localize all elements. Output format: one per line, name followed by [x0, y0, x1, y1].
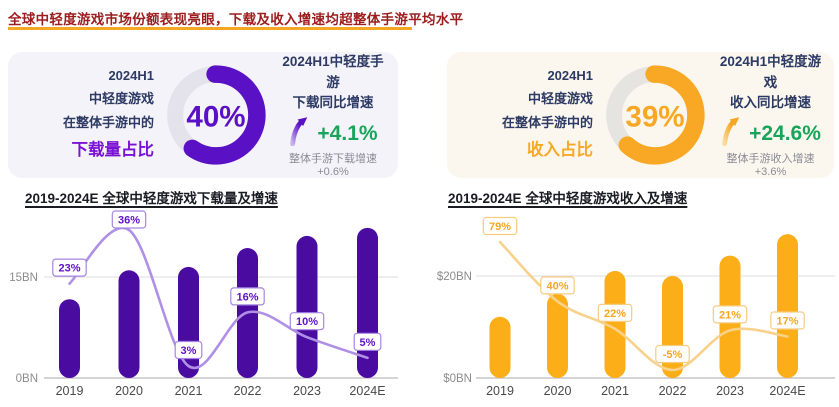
svg-text:39%: 39% — [625, 100, 684, 133]
revenue-growth-note: 整体手游收入增速+3.6% — [726, 153, 815, 179]
growth-label-box — [540, 276, 575, 295]
growth-label-box — [770, 311, 805, 330]
y-axis-tick: 0BN — [16, 373, 38, 385]
downloads-growth-value: +4.1% — [317, 122, 378, 146]
growth-label-box — [230, 287, 265, 306]
bar — [296, 235, 318, 378]
revenue-growth-value: +24.6% — [749, 122, 821, 146]
donut-ring-icon: 39% — [605, 65, 705, 165]
revenue-kpi-left-text: 2024H1 中轻度游戏 在整体手游中的 收入占比 — [461, 64, 593, 166]
revenue-bar-line-chart: $20BN $0BN 2019 2020 2021 2022 2023 2024E 79% 40%… — [437, 216, 835, 398]
revenue-donut-chart: 39% — [601, 61, 709, 169]
growth-label: 79% — [489, 221, 511, 233]
growth-label-box — [597, 303, 633, 323]
growth-label: 23% — [58, 263, 80, 275]
x-axis-label: 2023 — [716, 384, 744, 398]
bar — [489, 316, 511, 378]
growth-label-box — [52, 258, 87, 277]
x-axis-label: 2022 — [659, 384, 687, 398]
kpi-line: 2024H1中轻度手游 — [282, 53, 384, 90]
growth-label: 40% — [546, 280, 568, 292]
growth-label: 17% — [776, 316, 798, 328]
kpi-line: 2024H1 — [547, 68, 593, 84]
kpi-line: 下载同比增速 — [292, 95, 374, 111]
growth-label-box — [655, 344, 690, 364]
growth-label-box — [712, 305, 748, 324]
y-axis-tick: 15BN — [9, 272, 38, 284]
kpi-line: 在整体手游中的 — [62, 114, 154, 130]
growth-label-box — [289, 312, 325, 331]
donut-ring-icon: 40% — [166, 65, 266, 165]
revenue-kpi-card: 2024H1 中轻度游戏 在整体手游中的 收入占比 39% 2024H1中轻度游… — [447, 52, 834, 178]
growth-label: 16% — [236, 291, 258, 303]
x-axis-label: 2023 — [293, 384, 321, 398]
revenue-kpi-right-text: 2024H1中轻度游戏 收入同比增速 +24.6% 整体手游收入增速+3.6% — [717, 52, 824, 179]
growth-label: 5% — [360, 337, 376, 349]
downloads-kpi-left-text: 2024H1 中轻度游戏 在整体手游中的 下载量占比 — [22, 64, 154, 166]
kpi-line: 中轻度游戏 — [527, 91, 593, 107]
growth-up-arrow-icon — [722, 117, 740, 147]
x-axis-label: 2019 — [56, 384, 84, 398]
growth-line — [68, 226, 369, 370]
y-axis-tick: $0BN — [443, 373, 472, 385]
revenue-share-label: 收入占比 — [527, 141, 593, 160]
downloads-donut-chart: 40% — [162, 61, 270, 169]
bar — [547, 293, 568, 378]
growth-label: -5% — [663, 349, 683, 361]
growth-label: 3% — [181, 345, 197, 357]
revenue-chart-title: 2019-2024E 全球中轻度游戏收入及增速 — [448, 191, 688, 206]
x-axis-label: 2021 — [175, 384, 203, 398]
x-axis-label: 2019 — [486, 384, 514, 398]
growth-label: 10% — [296, 316, 318, 328]
downloads-kpi-card: 2024H1 中轻度游戏 在整体手游中的 下载量占比 40% 2024H1中轻度… — [8, 52, 398, 178]
bar — [604, 270, 626, 378]
growth-label-box — [174, 340, 203, 360]
y-axis-tick: $20BN — [437, 271, 472, 283]
downloads-share-label: 下载量占比 — [71, 141, 155, 160]
downloads-bar-line-chart: 15BN 0BN 2019 2020 2021 2022 2023 2024E 23% 36% 3%… — [9, 210, 398, 398]
bar — [777, 234, 798, 378]
downloads-chart-title: 2019-2024E 全球中轻度游戏下载量及增速 — [25, 191, 278, 206]
kpi-line: 2024H1中轻度游戏 — [719, 53, 822, 90]
growth-up-arrow-icon — [290, 117, 308, 147]
x-axis-label: 2024E — [349, 384, 385, 398]
x-axis-label: 2020 — [115, 384, 143, 398]
kpi-line: 收入同比增速 — [730, 95, 811, 111]
bar — [59, 299, 80, 378]
bar — [118, 270, 140, 378]
downloads-growth-note: 整体手游下载增速+0.6% — [289, 153, 377, 179]
growth-label-box — [111, 210, 147, 229]
x-axis-label: 2024E — [769, 384, 805, 398]
x-axis-label: 2020 — [544, 384, 572, 398]
growth-label: 36% — [118, 215, 140, 227]
growth-label-box — [353, 332, 382, 351]
kpi-line: 2024H1 — [108, 68, 154, 84]
x-axis-label: 2022 — [234, 384, 262, 398]
kpi-line: 在整体手游中的 — [501, 114, 593, 130]
downloads-kpi-right-text: 2024H1中轻度手游 下载同比增速 +4.1% 整体手游下载增速+0.6% — [278, 52, 388, 179]
x-axis-label: 2021 — [601, 384, 629, 398]
growth-label: 21% — [719, 309, 741, 321]
page-title: 全球中轻度游戏市场份额表现亮眼，下载及收入增速均超整体手游平均水平 — [8, 12, 464, 27]
growth-label-box — [482, 216, 518, 236]
title-underline — [8, 27, 412, 30]
growth-label: 22% — [604, 308, 626, 320]
svg-text:40%: 40% — [186, 100, 245, 133]
bar — [178, 266, 199, 378]
kpi-line: 中轻度游戏 — [88, 91, 154, 107]
